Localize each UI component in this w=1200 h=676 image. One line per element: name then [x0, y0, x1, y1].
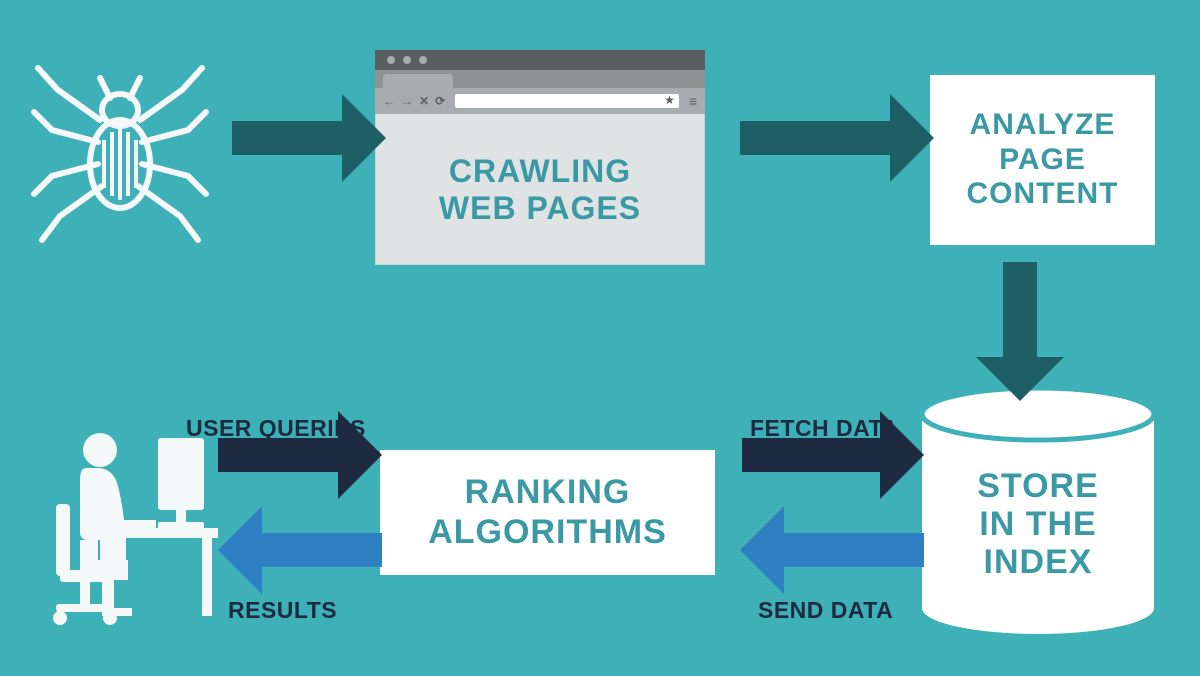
- browser-nav-icon: ⟳: [435, 94, 445, 108]
- arrow-spider-to-browser: [232, 94, 386, 182]
- browser-nav-icon: →: [401, 94, 413, 108]
- spider-icon: [30, 60, 210, 250]
- database-label: STOREIN THEINDEX: [922, 440, 1154, 608]
- ranking-box: RANKINGALGORITHMS: [380, 450, 715, 575]
- arrow-label-ranking-to-db: FETCH DATA: [750, 415, 899, 442]
- arrow-analyze-to-db: [976, 262, 1064, 401]
- browser-nav-icon: ✕: [419, 94, 429, 108]
- flowchart-canvas: ←→✕⟳★≡CRAWLINGWEB PAGESANALYZEPAGECONTEN…: [0, 0, 1200, 676]
- browser-window: ←→✕⟳★≡CRAWLINGWEB PAGES: [375, 50, 705, 265]
- crawling-label: CRAWLINGWEB PAGES: [439, 153, 641, 227]
- user-at-computer-icon: [30, 420, 220, 625]
- arrow-label-db-to-ranking: SEND DATA: [758, 597, 893, 624]
- arrow-db-to-ranking: [740, 506, 924, 594]
- arrow-ranking-to-user: [218, 506, 382, 594]
- arrow-label-user-to-ranking: USER QUERIES: [186, 415, 366, 442]
- browser-url-bar: ★: [455, 94, 679, 108]
- arrow-label-ranking-to-user: RESULTS: [228, 597, 337, 624]
- arrow-browser-to-analyze: [740, 94, 934, 182]
- browser-menu-icon: ≡: [689, 93, 697, 109]
- database-cylinder: STOREIN THEINDEX: [922, 388, 1154, 634]
- browser-toolbar: ←→✕⟳★≡: [375, 88, 705, 114]
- analyze-box: ANALYZEPAGECONTENT: [930, 75, 1155, 245]
- bookmark-star-icon: ★: [664, 93, 675, 107]
